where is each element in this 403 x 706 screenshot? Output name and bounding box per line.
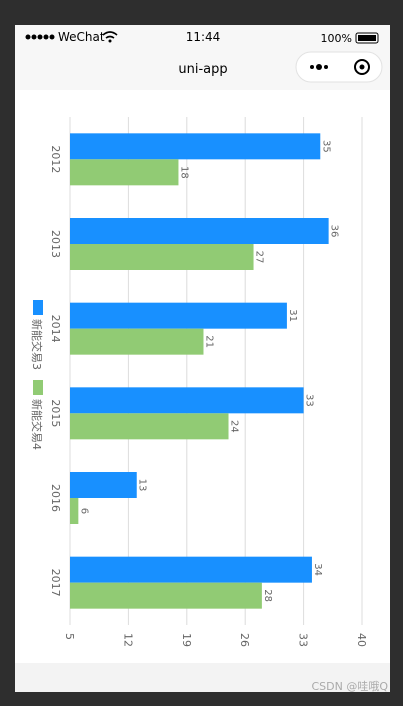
- watermark: CSDN @哇哦Q: [311, 680, 388, 693]
- bar: [70, 472, 137, 498]
- footer-bg: [15, 663, 390, 692]
- category-label: 2014: [49, 315, 62, 343]
- legend-swatch: [33, 380, 43, 395]
- x-tick-label: 5: [63, 633, 76, 640]
- bar: [70, 302, 287, 329]
- data-label: 18: [178, 166, 189, 179]
- battery-text: 100%: [321, 32, 352, 45]
- data-label: 35: [320, 140, 331, 153]
- bar: [70, 218, 329, 244]
- category-label: 2015: [49, 399, 62, 427]
- battery-icon: [355, 32, 379, 44]
- x-tick-label: 40: [355, 633, 368, 647]
- x-tick-label: 33: [297, 633, 310, 647]
- close-dot: [359, 64, 365, 70]
- bar: [70, 133, 321, 160]
- data-label: 34: [312, 563, 323, 576]
- x-tick-label: 26: [238, 633, 251, 647]
- data-label: 24: [229, 420, 240, 433]
- wifi-icon: [102, 31, 118, 39]
- legend-label: 新能交易4: [30, 399, 44, 450]
- signal: [25, 34, 55, 40]
- bar: [70, 556, 312, 583]
- data-label: 33: [304, 394, 315, 407]
- bar: [70, 413, 229, 440]
- x-tick-label: 19: [180, 633, 193, 647]
- data-label: 13: [137, 479, 148, 492]
- bar: [70, 328, 204, 355]
- nav-title: uni-app: [178, 62, 227, 77]
- data-label: 31: [287, 309, 298, 322]
- data-label: 6: [78, 508, 89, 514]
- clock: 11:44: [186, 30, 221, 44]
- data-label: 28: [262, 589, 273, 602]
- legend-label: 新能交易3: [30, 319, 44, 370]
- carrier: WeChat: [58, 30, 105, 44]
- category-label: 2013: [49, 230, 62, 258]
- bar: [70, 582, 262, 609]
- bar: [70, 387, 304, 414]
- category-label: 2012: [49, 145, 62, 173]
- category-label: 2016: [49, 484, 62, 512]
- bar: [70, 244, 254, 270]
- legend-swatch: [33, 300, 43, 315]
- chart: 5 12 19 26 33 40 2012 35 18 2013 36 27 2014 31 21 2015 3…: [30, 117, 368, 647]
- battery-level: [358, 35, 376, 41]
- bar: [70, 498, 79, 524]
- more-button[interactable]: [310, 64, 328, 70]
- bar: [70, 159, 179, 186]
- category-label: 2017: [49, 569, 62, 597]
- data-label: 27: [254, 251, 265, 264]
- data-label: 36: [329, 225, 340, 238]
- x-tick-label: 12: [121, 633, 134, 647]
- close-button[interactable]: [354, 59, 370, 75]
- wifi-dot: [108, 39, 112, 43]
- data-label: 21: [203, 335, 214, 348]
